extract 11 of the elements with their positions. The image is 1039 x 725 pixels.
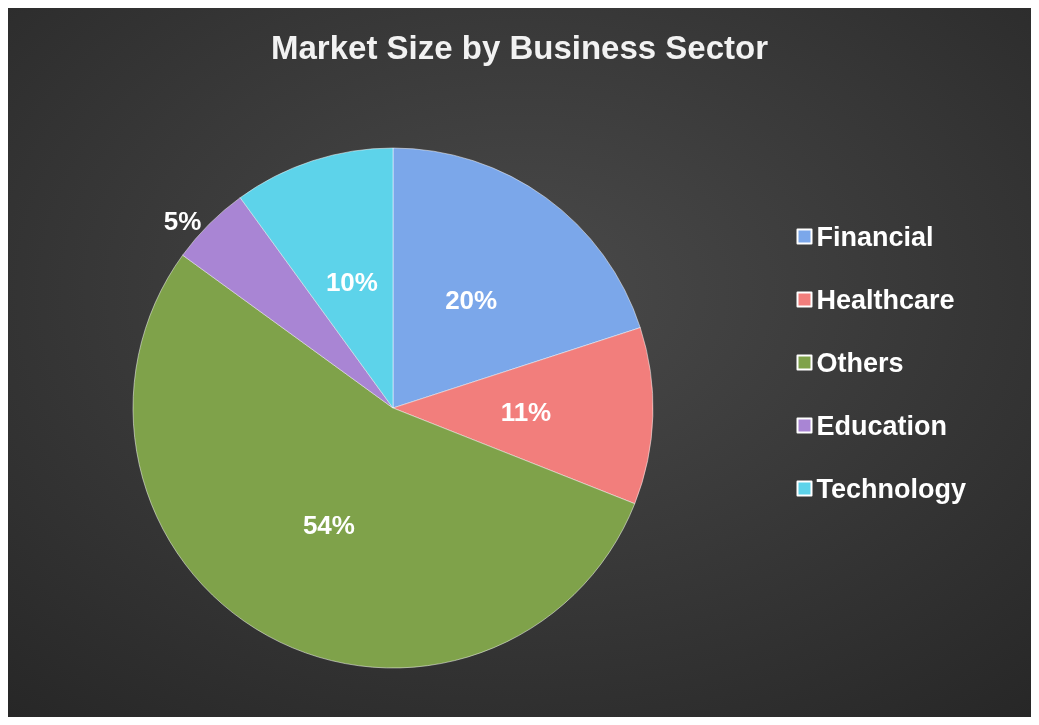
data-label: 5%	[163, 206, 202, 237]
legend-label: Financial	[816, 221, 934, 252]
chart-title: Market Size by Business Sector	[270, 29, 769, 66]
legend-label: Others	[816, 347, 904, 378]
data-label: 20%	[445, 285, 498, 316]
data-label: 10%	[325, 266, 378, 297]
legend-label: Technology	[816, 473, 967, 504]
legend-label: Education	[816, 410, 948, 441]
data-label: 54%	[302, 509, 355, 540]
legend-label: Healthcare	[816, 284, 955, 315]
data-label: 11%	[500, 397, 552, 428]
